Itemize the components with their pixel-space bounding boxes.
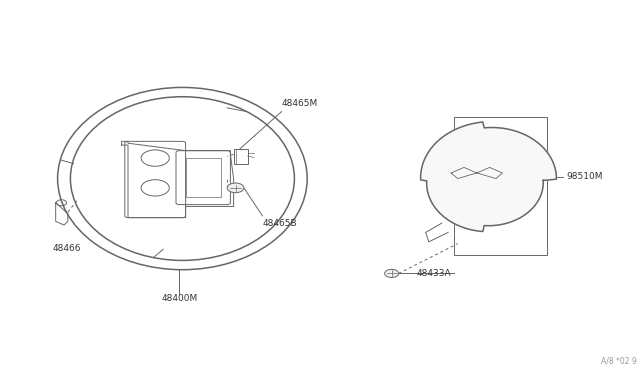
Polygon shape bbox=[420, 122, 556, 231]
Circle shape bbox=[227, 183, 244, 193]
Text: 48466: 48466 bbox=[52, 244, 81, 253]
Bar bbox=[234, 149, 248, 164]
Text: 48433A: 48433A bbox=[417, 269, 451, 278]
Bar bbox=[186, 158, 221, 197]
Text: 98510M: 98510M bbox=[566, 172, 603, 181]
Text: 48465M: 48465M bbox=[282, 99, 318, 108]
Text: A/8 *02 9: A/8 *02 9 bbox=[601, 356, 637, 365]
Text: 48465B: 48465B bbox=[262, 219, 297, 228]
Circle shape bbox=[385, 269, 399, 278]
Text: 48400M: 48400M bbox=[161, 294, 197, 303]
Bar bbox=[454, 117, 547, 255]
